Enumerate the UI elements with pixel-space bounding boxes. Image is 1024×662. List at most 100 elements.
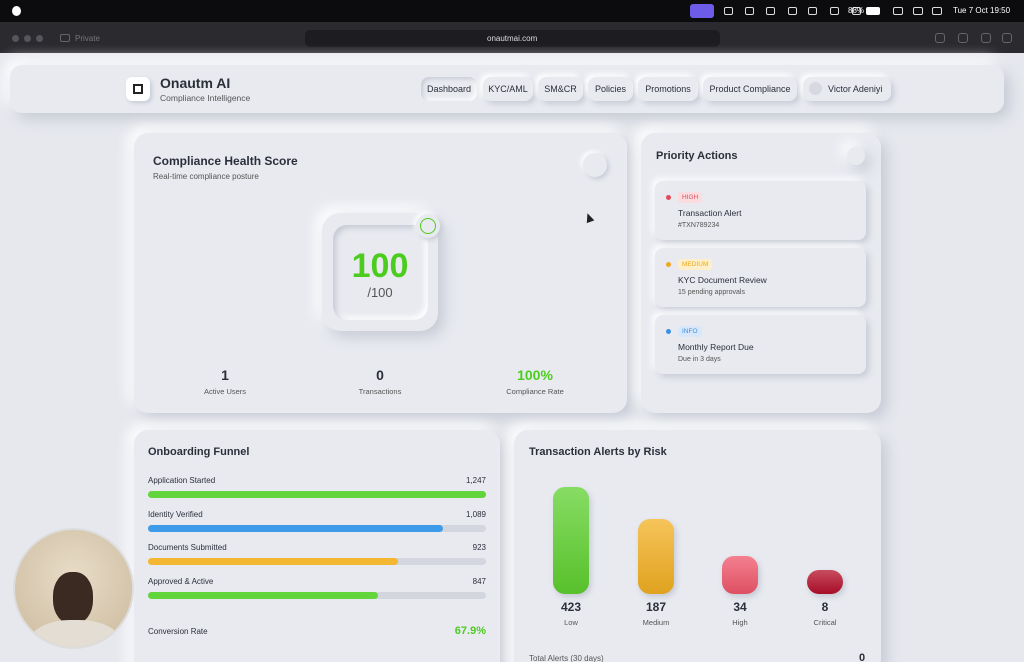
url: onautmai.com [487, 34, 538, 43]
severity-badge: MEDIUM [678, 259, 713, 270]
funnel-bar [148, 491, 486, 498]
toolbar-icon [1002, 33, 1012, 43]
window-dot [24, 35, 31, 42]
toolbar-icon [935, 33, 945, 43]
window-dot [36, 35, 43, 42]
card-title: Onboarding Funnel [148, 446, 250, 458]
apple-icon [12, 6, 21, 16]
toolbar-icon [981, 33, 991, 43]
alert-detail: Due in 3 days [678, 356, 721, 363]
alert-card [655, 181, 866, 240]
severity-badge: INFO [678, 326, 702, 337]
battery: 88% [848, 6, 865, 15]
stage-name: Application Started [148, 476, 216, 485]
person-body [29, 620, 121, 647]
score-inner [333, 225, 428, 320]
logo [126, 77, 150, 101]
stage-value: 1,247 [465, 476, 486, 485]
brand: Onautm AI [160, 75, 231, 91]
stat-value: 1 [221, 367, 229, 383]
user-avatar [809, 82, 822, 95]
battery-icon [866, 7, 880, 15]
stage-name: Approved & Active [148, 576, 214, 586]
nav-button[interactable]: SM&CR [538, 77, 583, 101]
risk-value: 187 [645, 600, 667, 614]
stat-label: Active Users [203, 387, 247, 396]
stage-value: 847 [472, 576, 486, 586]
score-max: /100 [367, 285, 393, 300]
menu-bar [0, 0, 1024, 22]
funnel-bar [148, 524, 444, 532]
private-label: Private [75, 34, 100, 43]
risk-label: High [732, 618, 748, 627]
risk-bar [807, 569, 843, 594]
webcam [13, 528, 134, 649]
total-label: Total Alerts (30 days) [529, 654, 604, 662]
alert-title: Transaction Alert [678, 208, 742, 218]
stat-label: Transactions [358, 387, 402, 396]
status-icon [808, 7, 817, 15]
alert-card [655, 315, 866, 374]
nav-button[interactable]: Product Compliance [703, 77, 797, 101]
risk-value: 8 [821, 600, 829, 614]
card-subtitle: Real-time compliance posture [153, 172, 259, 181]
tab-icon [60, 34, 70, 42]
stat-value: 0 [376, 367, 384, 383]
stage-name: Documents Submitted [148, 543, 227, 552]
nav-button[interactable]: Promotions [638, 77, 698, 101]
nav-button[interactable]: KYC/AML [483, 77, 533, 101]
status-icon [788, 7, 797, 15]
risk-value: 423 [560, 600, 582, 614]
stage-name: Identity Verified [148, 509, 203, 519]
status-icon [913, 7, 923, 15]
funnel-bar [148, 591, 378, 599]
check-icon [416, 214, 440, 238]
status-icon [893, 7, 903, 15]
status-icon [766, 7, 775, 15]
nav-button[interactable]: Policies [588, 77, 633, 101]
alert-detail: #TXN789234 [678, 222, 720, 229]
funnel-card [134, 430, 500, 662]
risk-bar [722, 555, 758, 594]
status-icon [830, 7, 839, 15]
status-icon [932, 7, 942, 15]
risk-label: Medium [642, 618, 670, 627]
status-icon [852, 7, 861, 15]
window-dot [12, 35, 19, 42]
conversion-label: Conversion Rate [148, 627, 208, 636]
person-head [53, 572, 93, 624]
stage-value: 1,089 [465, 509, 486, 519]
app-icon [690, 4, 714, 18]
risk-bar [553, 487, 589, 594]
total-value: 0 [859, 652, 866, 662]
card-title: Transaction Alerts by Risk [529, 446, 667, 458]
bell-icon [847, 147, 865, 165]
risk-label: Critical [813, 618, 837, 627]
risk-value: 34 [733, 600, 747, 614]
risk-label: Low [564, 618, 578, 627]
card-title: Priority Actions [656, 150, 738, 162]
stage-value: 923 [472, 543, 486, 552]
toolbar-icon [958, 33, 968, 43]
status-icon [724, 7, 733, 15]
alert-detail: 15 pending approvals [678, 289, 745, 296]
conversion-value: 67.9% [454, 625, 486, 637]
risk-bar [638, 519, 674, 594]
severity-badge: HIGH [678, 192, 703, 203]
severity-dot [666, 329, 671, 334]
alert-card [655, 248, 866, 307]
status-icon [745, 7, 754, 15]
datetime: Tue 7 Oct 19:50 [953, 6, 1011, 15]
trend-icon [583, 153, 607, 177]
severity-dot [666, 262, 671, 267]
funnel-bar [148, 558, 399, 565]
nav-button[interactable]: Dashboard [421, 77, 477, 101]
severity-dot [666, 195, 671, 200]
url-field[interactable] [305, 30, 720, 47]
stat-label: Compliance Rate [506, 387, 564, 396]
card-title: Compliance Health Score [153, 154, 298, 168]
alert-title: Monthly Report Due [678, 342, 754, 352]
tagline: Compliance Intelligence [160, 93, 251, 103]
score-value: 100 [351, 247, 409, 285]
